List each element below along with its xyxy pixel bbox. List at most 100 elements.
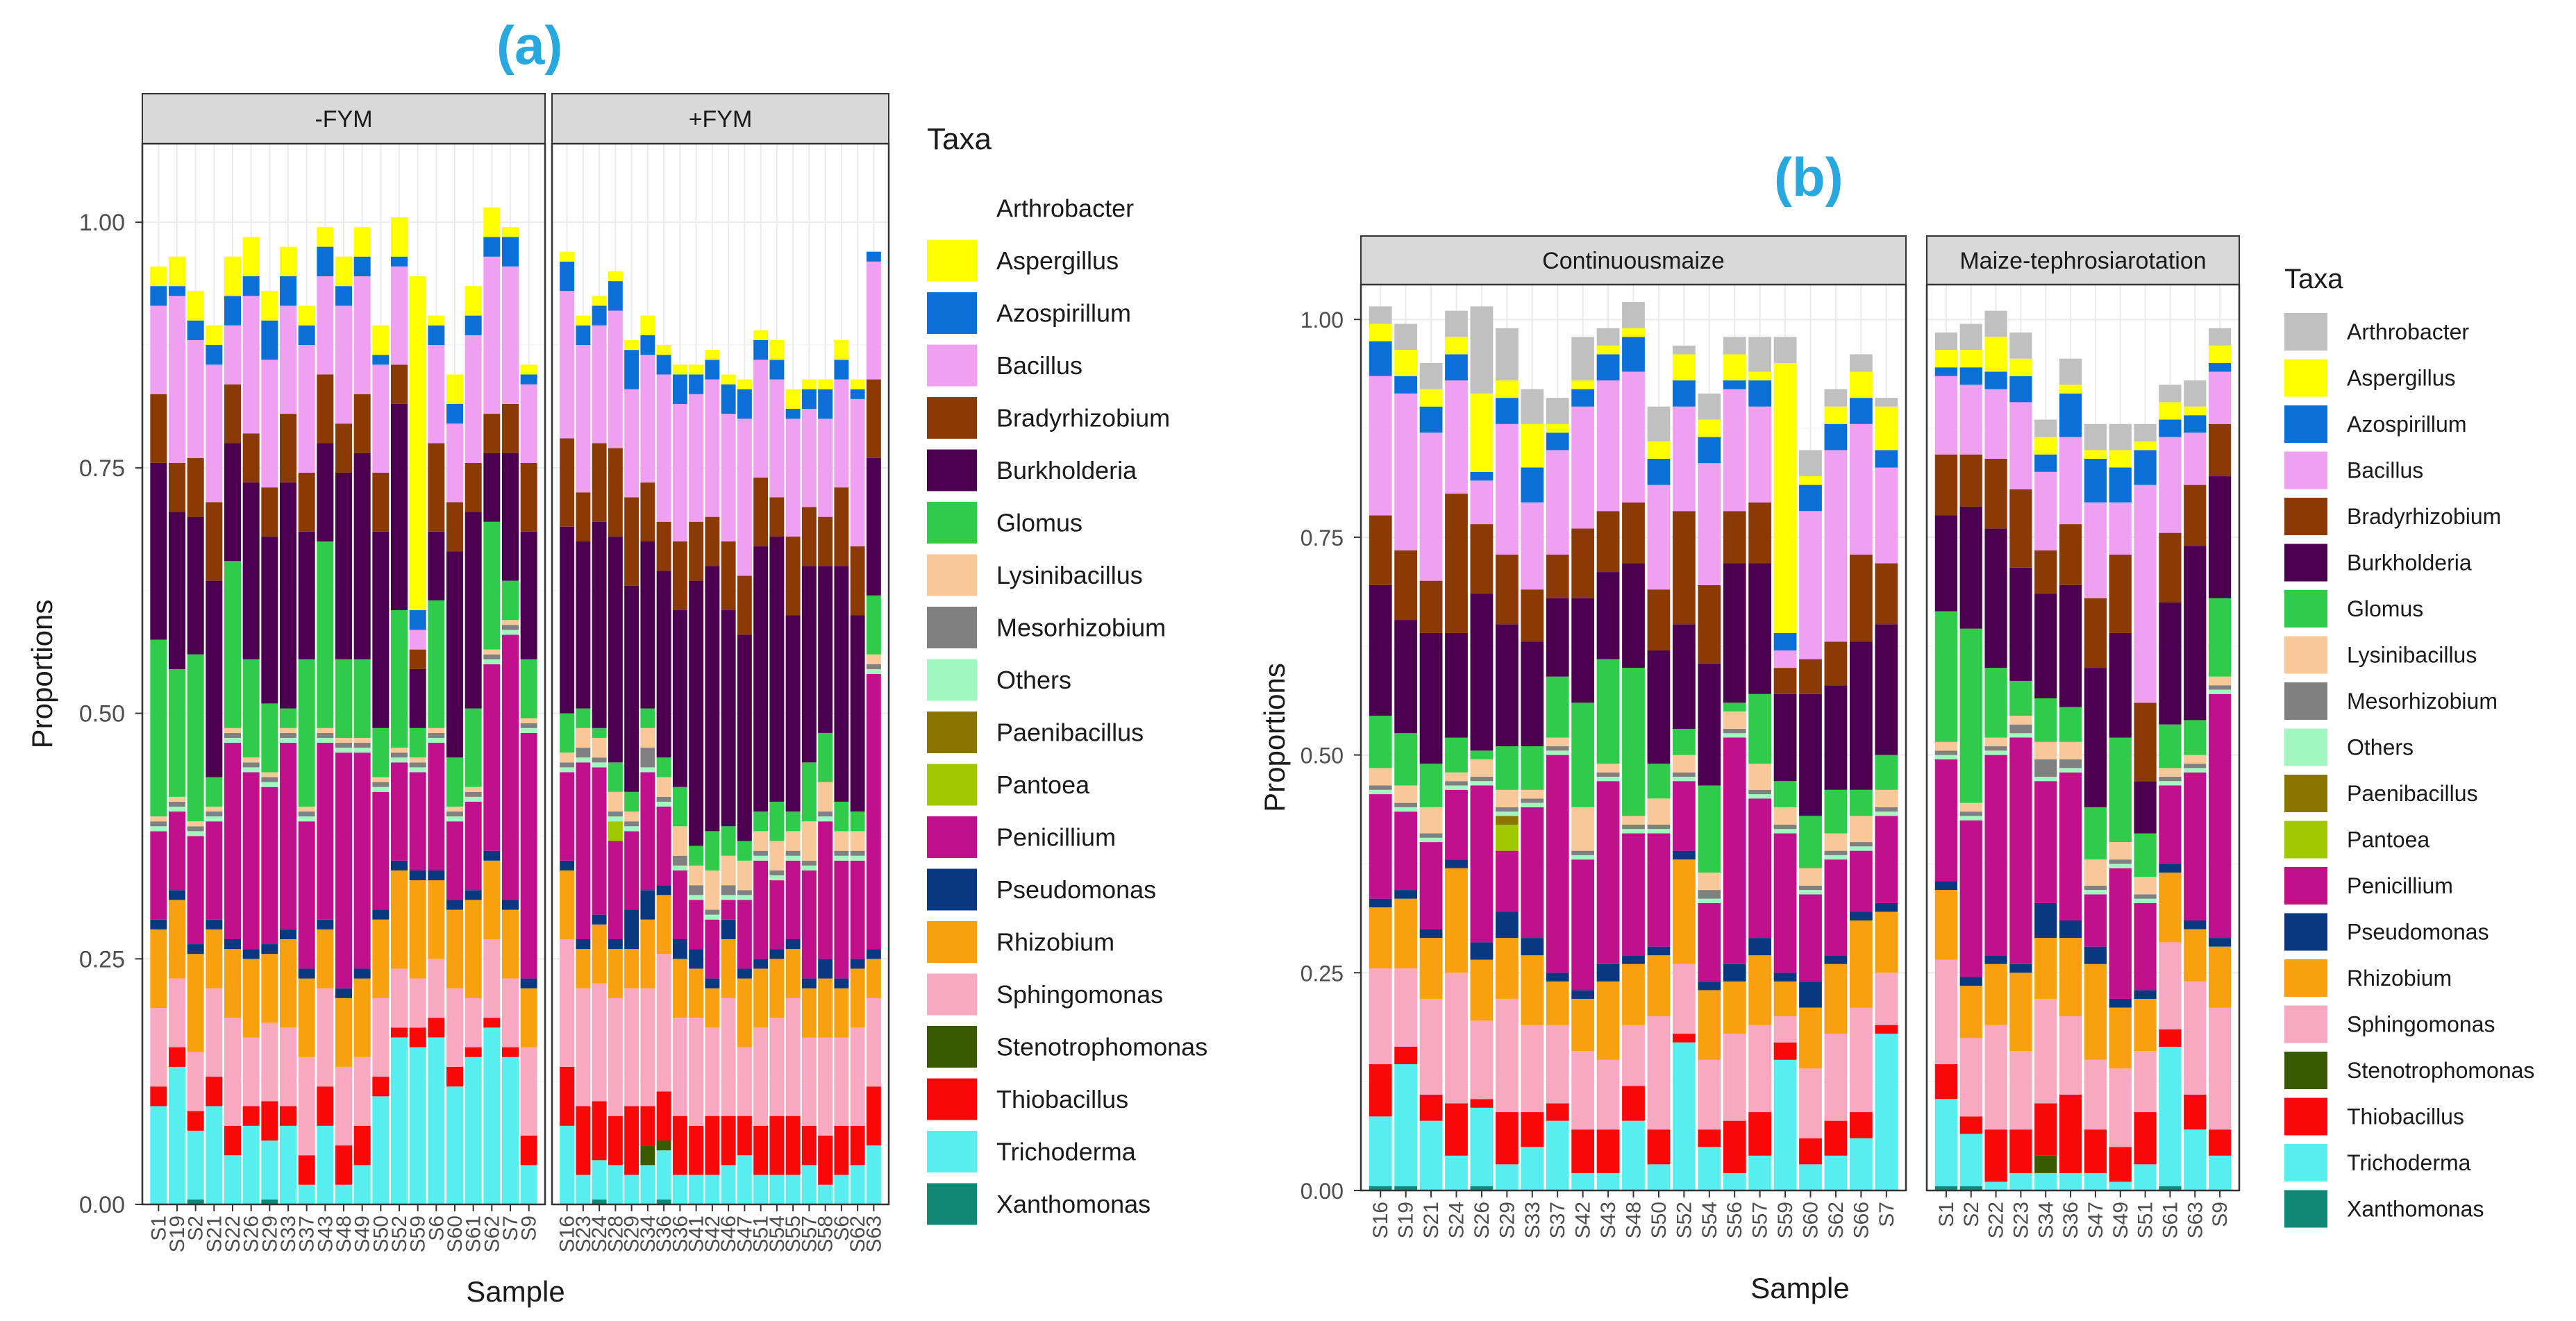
- bar-segment-glomus: [261, 703, 278, 773]
- bar-segment-thiobacillus: [169, 1047, 185, 1067]
- bar-segment-azospirillum: [1596, 354, 1620, 381]
- bar-segment-others: [391, 757, 408, 763]
- bar-segment-thiobacillus: [866, 1086, 881, 1146]
- bar-segment-rhizobium: [2084, 964, 2107, 1060]
- bar-segment-lysinibacillus: [1521, 789, 1544, 799]
- bar-segment-rhizobium: [298, 978, 315, 1057]
- bar-segment-penicillium: [1369, 794, 1392, 899]
- bar-segment-trichoderma: [705, 1175, 720, 1204]
- bar-segment-bradyrhizobium: [169, 462, 185, 512]
- x-tick-label: S48: [1623, 1202, 1646, 1238]
- x-tick-label: S9: [518, 1215, 541, 1241]
- bar-segment-azospirillum: [1959, 367, 1982, 385]
- bar-segment-penicillium: [2208, 693, 2232, 939]
- bar-segment-lysinibacillus: [689, 865, 704, 886]
- bar-segment-lysinibacillus: [1723, 711, 1746, 729]
- bar-segment-pseudomonas: [769, 949, 785, 959]
- bar-segment-glomus: [353, 659, 371, 738]
- bar-segment-penicillium: [169, 811, 185, 891]
- bar-segment-lysinibacillus: [1849, 816, 1873, 843]
- bar-segment-aspergillus: [502, 227, 519, 237]
- bar-segment-penicillium: [1495, 850, 1519, 912]
- bar-segment-rhizobium: [2184, 929, 2207, 982]
- bar-segment-sphingomonas: [353, 1057, 371, 1126]
- bar-segment-burkholderia: [428, 531, 445, 600]
- bar-segment-bacillus: [2184, 432, 2207, 485]
- bar-segment-glomus: [1799, 816, 1822, 868]
- bar-segment-bacillus: [672, 403, 687, 541]
- bar-segment-rhizobium: [242, 959, 260, 1038]
- bar-segment-azospirillum: [2184, 415, 2207, 433]
- bar-segment-rhizobium: [1672, 859, 1696, 964]
- bar-segment-bacillus: [866, 261, 881, 380]
- bar-segment-pseudomonas: [1419, 929, 1443, 939]
- bar-segment-pseudomonas: [1571, 990, 1595, 999]
- bar-segment-pseudomonas: [372, 909, 390, 920]
- bar-segment-aspergillus: [818, 379, 833, 389]
- bar-segment-arthrobacter: [1470, 306, 1494, 394]
- x-tick-label: S60: [444, 1215, 467, 1252]
- bar-segment-burkholderia: [737, 634, 752, 841]
- bar-segment-bradyrhizobium: [2059, 524, 2082, 585]
- bar-segment-bradyrhizobium: [1984, 458, 2007, 529]
- bar-segment-penicillium: [2009, 737, 2032, 964]
- bar-segment-sphingomonas: [391, 968, 408, 1028]
- bar-segment-others: [608, 816, 623, 822]
- bar-segment-burkholderia: [753, 546, 769, 812]
- legend-label: Lysinibacillus: [996, 561, 1143, 589]
- bar-segment-lysinibacillus: [372, 777, 390, 782]
- bar-segment-aspergillus: [409, 276, 426, 611]
- bar-segment-others: [317, 737, 334, 743]
- legend-swatch-arthrobacter: [2284, 313, 2327, 351]
- bar-segment-pseudomonas: [1875, 902, 1898, 912]
- bar-segment-penicillium: [1622, 833, 1645, 956]
- bar-segment-aspergillus: [1799, 476, 1822, 485]
- bar-segment-bradyrhizobium: [224, 384, 241, 444]
- bar-segment-sphingomonas: [1419, 998, 1443, 1095]
- bar-segment-bacillus: [818, 419, 833, 517]
- bar-segment-sphingomonas: [818, 1037, 833, 1136]
- bar-segment-aspergillus: [2034, 437, 2057, 455]
- bar-segment-rhizobium: [801, 988, 817, 1038]
- bar-segment-penicillium: [1521, 807, 1544, 939]
- bar-segment-rhizobium: [753, 968, 769, 1028]
- bar-segment-azospirillum: [261, 320, 278, 360]
- bar-segment-xanthomonas: [261, 1199, 278, 1204]
- bar-segment-burkholderia: [1698, 663, 1721, 786]
- bar-segment-bacillus: [242, 296, 260, 434]
- bar-segment-trichoderma: [769, 1175, 785, 1204]
- bar-segment-others: [280, 737, 296, 743]
- bar-segment-aspergillus: [446, 374, 463, 404]
- bar-segment-aspergillus: [224, 256, 241, 296]
- bar-segment-aspergillus: [2184, 406, 2207, 416]
- bar-segment-sphingomonas: [335, 1066, 352, 1146]
- x-tick-label: S50: [369, 1215, 392, 1252]
- bar-segment-thiobacillus: [1799, 1138, 1822, 1165]
- bar-segment-penicillium: [1799, 894, 1822, 982]
- bar-segment-lysinibacillus: [465, 786, 482, 792]
- bar-segment-sphingomonas: [1984, 1025, 2007, 1130]
- x-tick-label: S36: [2059, 1202, 2082, 1238]
- bar-segment-trichoderma: [206, 1106, 223, 1204]
- bar-segment-glomus: [850, 811, 865, 832]
- bar-segment-burkholderia: [850, 615, 865, 812]
- legend-label: Aspergillus: [996, 246, 1119, 275]
- bar-segment-trichoderma: [834, 1175, 849, 1204]
- bar-segment-azospirillum: [372, 355, 390, 365]
- bar-segment-glomus: [801, 762, 817, 822]
- bar-segment-bacillus: [1521, 502, 1544, 590]
- bar-segment-bacillus: [261, 360, 278, 488]
- bar-segment-others: [206, 816, 223, 822]
- x-tick-label: S21: [203, 1215, 226, 1252]
- bar-segment-rhizobium: [608, 949, 623, 998]
- bar-segment-azospirillum: [409, 610, 426, 630]
- x-tick-label: S36: [669, 1215, 692, 1252]
- legend-label: Glomus: [2347, 596, 2423, 621]
- bar-segment-rhizobium: [1698, 990, 1721, 1060]
- bar-segment-glomus: [1571, 702, 1595, 807]
- bar-segment-burkholderia: [242, 482, 260, 659]
- bar-segment-glomus: [1849, 789, 1873, 816]
- bar-segment-sphingomonas: [483, 939, 501, 1018]
- legend-label: Stenotrophomonas: [2347, 1058, 2534, 1083]
